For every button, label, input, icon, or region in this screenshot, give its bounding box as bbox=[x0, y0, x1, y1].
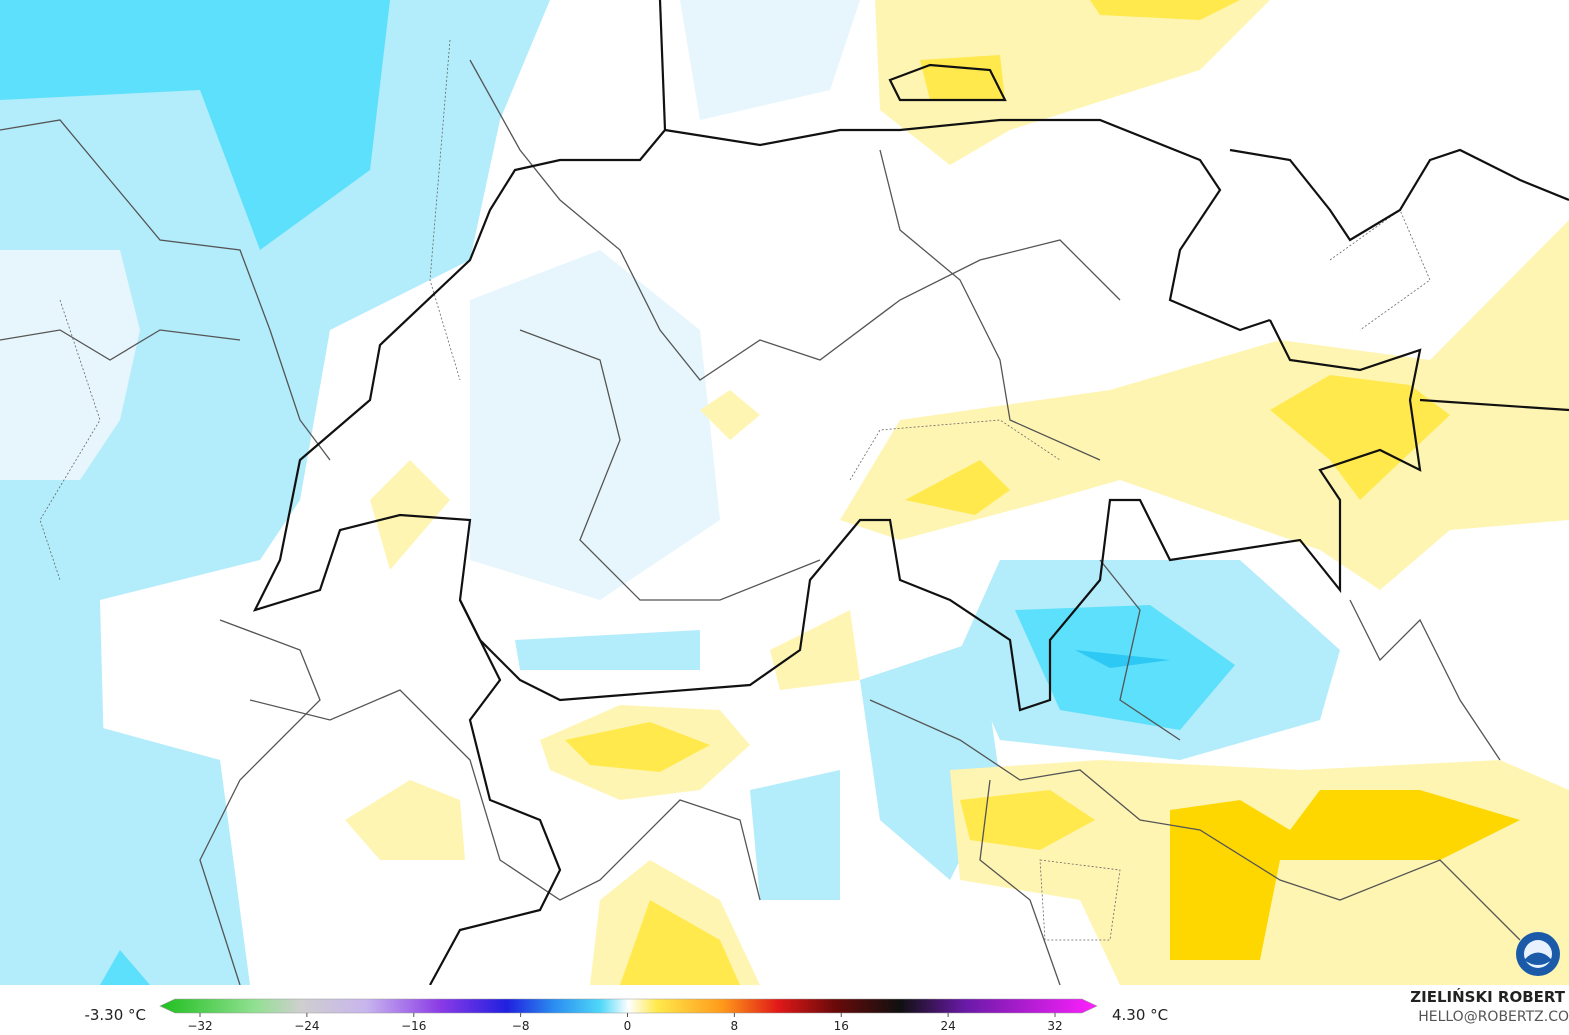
tick-label: −16 bbox=[401, 1019, 426, 1033]
legend-max: 4.30 °C bbox=[1112, 1006, 1168, 1024]
map bbox=[0, 0, 1569, 986]
tick-label: −32 bbox=[187, 1019, 212, 1033]
tick-label: 0 bbox=[624, 1019, 632, 1033]
noaa-logo bbox=[1516, 932, 1560, 976]
tick-label: 16 bbox=[834, 1019, 849, 1033]
legend-min: -3.30 °C bbox=[84, 1006, 146, 1024]
credit-contact: HELLO@ROBERTZ.CO bbox=[1418, 1009, 1569, 1025]
tick-label: −8 bbox=[512, 1019, 530, 1033]
tick-label: 32 bbox=[1047, 1019, 1062, 1033]
credit-name: ZIELIŃSKI ROBERT bbox=[1410, 987, 1565, 1006]
tick-label: −24 bbox=[294, 1019, 319, 1033]
colorbar-ticks: −32 −24 −16 −8 0 8 16 24 32 bbox=[187, 1013, 1063, 1033]
colorbar bbox=[159, 998, 1098, 1014]
tick-label: 8 bbox=[731, 1019, 739, 1033]
tick-label: 24 bbox=[940, 1019, 955, 1033]
